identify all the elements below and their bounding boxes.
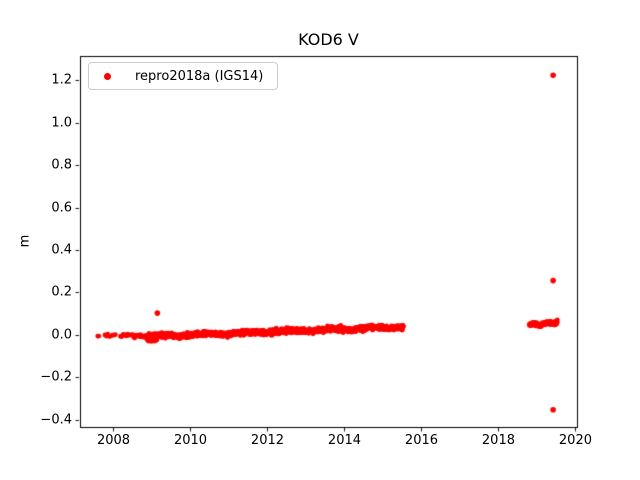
legend-marker-dot bbox=[104, 72, 111, 80]
x-tick-label: 2014 bbox=[327, 433, 362, 448]
legend: repro2018a (IGS14) bbox=[88, 62, 278, 90]
x-tick-label: 2018 bbox=[481, 433, 515, 448]
x-tick-label: 2008 bbox=[96, 433, 131, 448]
y-tick-label: 0.6 bbox=[51, 200, 72, 215]
legend-label: repro2018a (IGS14) bbox=[135, 68, 264, 84]
x-tick-label: 2012 bbox=[250, 433, 285, 448]
x-tick-label: 2010 bbox=[173, 433, 208, 448]
x-tick-label: 2016 bbox=[404, 433, 439, 448]
y-tick-label: −0.2 bbox=[40, 369, 72, 385]
y-tick-label: 0.4 bbox=[51, 242, 72, 258]
y-tick-label: 0.0 bbox=[51, 327, 72, 343]
y-tick-label: 0.8 bbox=[51, 157, 72, 173]
chart-title: KOD6 V bbox=[298, 30, 359, 49]
y-tick-label: 0.2 bbox=[51, 284, 72, 300]
y-axis-label: m bbox=[17, 234, 33, 248]
y-tick-label: −0.4 bbox=[40, 412, 72, 428]
y-tick-label: 1.2 bbox=[51, 72, 72, 88]
y-tick-label: 1.0 bbox=[51, 115, 72, 130]
x-tick-label: 2020 bbox=[558, 433, 592, 448]
